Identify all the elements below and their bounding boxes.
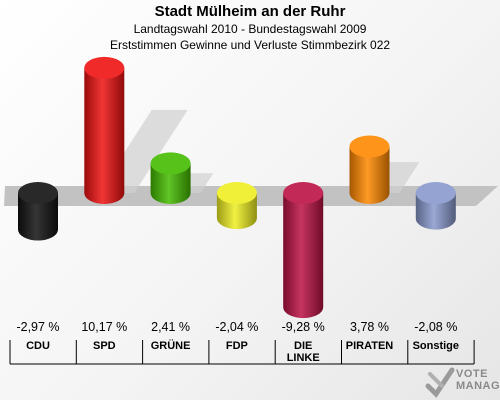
vote-manager-logo: VOTE MANAGER: [420, 364, 500, 400]
bar-cap-die-linke: [283, 182, 324, 204]
bar-body-spd: [84, 67, 125, 205]
value-label-cdu: -2,97 %: [16, 320, 59, 334]
bar-spd: [84, 56, 125, 205]
bar-body-piraten: [349, 146, 390, 205]
chart-subtitle-election: Landtagswahl 2010 - Bundestagswahl 2009: [133, 22, 367, 36]
value-label-sonstige: -2,08 %: [414, 320, 457, 334]
category-label-gruene: GRÜNE: [151, 339, 191, 352]
value-label-piraten: 3,78 %: [350, 320, 389, 334]
category-label-cdu: CDU: [26, 340, 50, 352]
bar-die-linke: [283, 182, 324, 319]
value-label-die-linke: -9,28 %: [282, 320, 325, 334]
category-label-die-linke: DIE LINKE: [287, 340, 320, 364]
logo-line-vote: VOTE: [456, 368, 488, 380]
category-label-fdp: FDP: [226, 340, 248, 352]
bar-fdp: [216, 182, 257, 230]
bar-body-gruene: [150, 163, 191, 205]
bar-cdu: [18, 182, 58, 241]
category-label-piraten: PIRATEN: [346, 340, 394, 352]
value-label-spd: 10,17 %: [81, 320, 127, 334]
bar-sonstige: [415, 182, 456, 230]
value-label-fdp: -2,04 %: [215, 320, 258, 334]
bar-body-cdu: [18, 193, 58, 241]
category-label-sonstige: Sonstige: [413, 340, 459, 352]
bar-cap-gruene: [150, 152, 191, 175]
logo-line-manager: MANAGER: [456, 380, 500, 392]
bar-body-die-linke: [283, 193, 324, 319]
value-label-gruene: 2,41 %: [151, 320, 190, 334]
category-label-spd: SPD: [93, 340, 116, 352]
bar-piraten: [349, 135, 390, 205]
chart-title: Stadt Mülheim an der Ruhr: [154, 3, 346, 20]
vote-check-icon: [425, 367, 455, 398]
chart-subtitle-district: Erststimmen Gewinne und Verluste Stimmbe…: [109, 38, 391, 52]
bar-cap-cdu: [18, 182, 58, 204]
bar-cap-sonstige: [415, 182, 456, 204]
bar-cap-fdp: [216, 182, 257, 204]
bar-gruene: [150, 152, 191, 205]
bar-cap-spd: [84, 56, 125, 79]
bar-cap-piraten: [349, 135, 390, 158]
vote-manager-wordmark: VOTE MANAGER: [456, 368, 500, 392]
